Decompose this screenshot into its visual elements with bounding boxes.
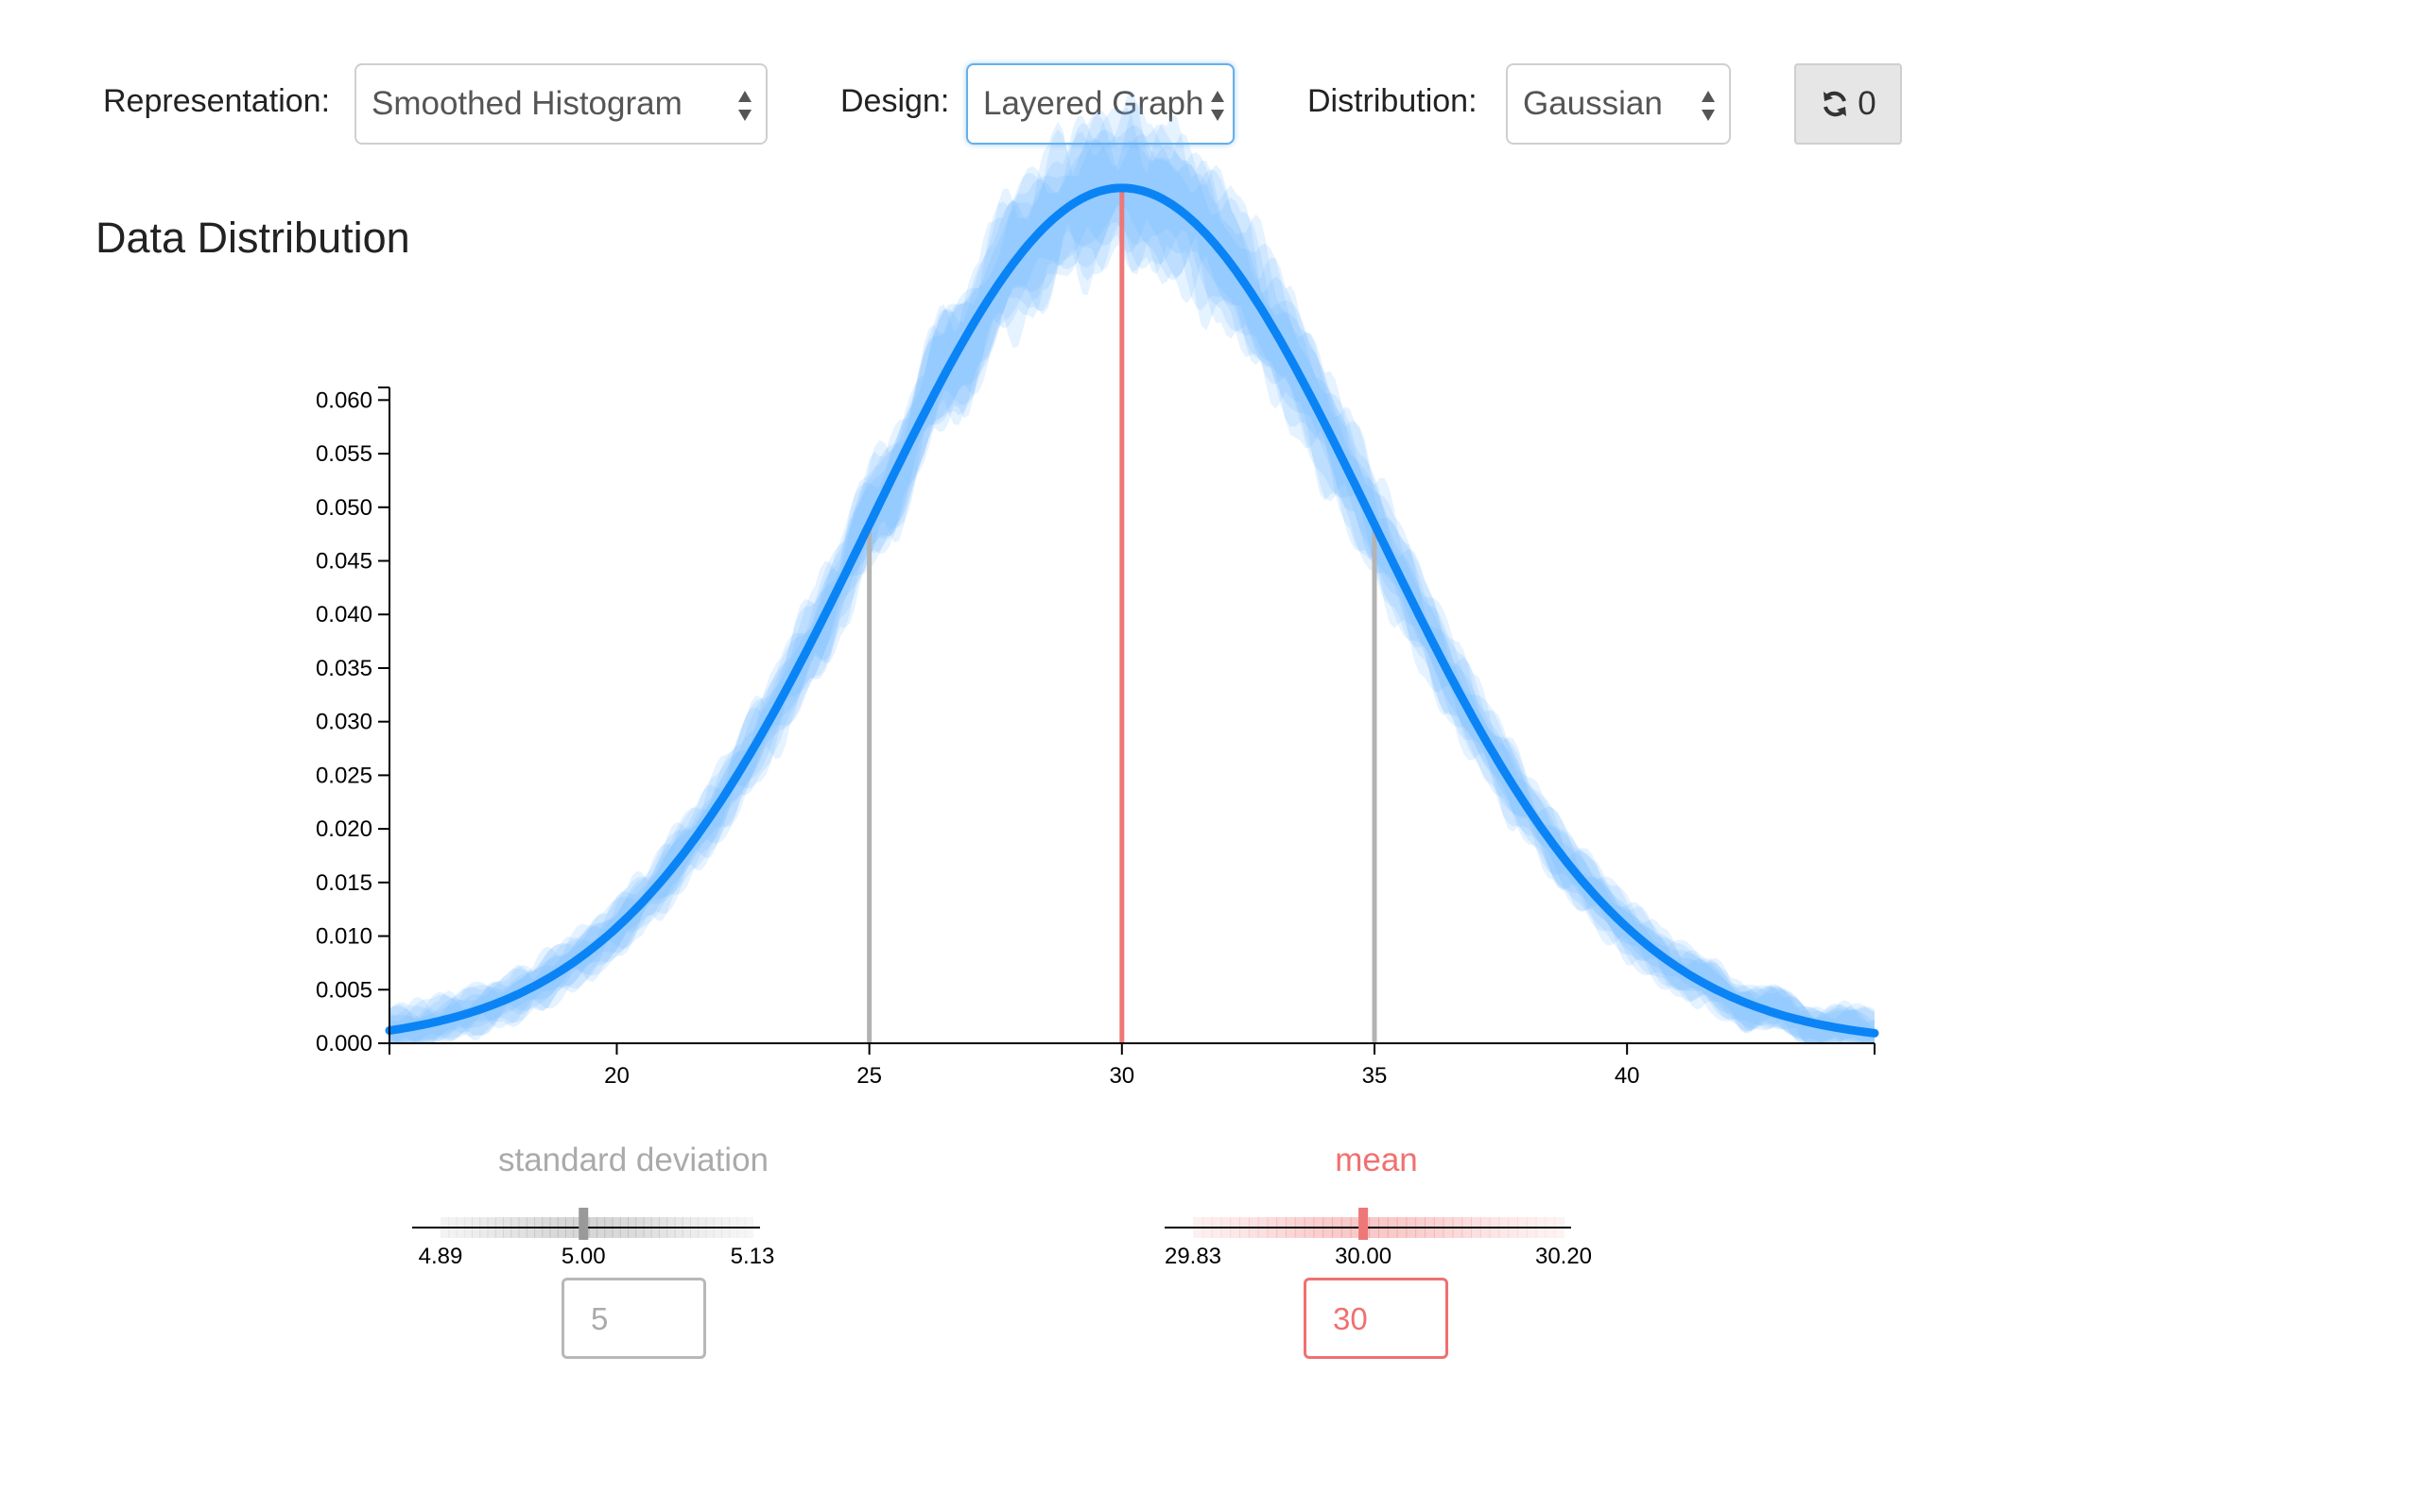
- axes: 20 25 30 35 40 0.000 0.005 0.010 0.015 0.020 0.025…: [316, 387, 1876, 1089]
- select-arrows-icon: [1211, 91, 1224, 121]
- y-tick-label: 0.060: [316, 387, 372, 413]
- y-tick-label: 0.035: [316, 656, 372, 681]
- y-tick-label: 0.030: [316, 710, 372, 735]
- mean-handle: [1358, 1208, 1369, 1240]
- x-tick-label: 40: [1615, 1063, 1640, 1089]
- representation-label: Representation:: [103, 83, 331, 119]
- refresh-button[interactable]: 0: [1794, 63, 1902, 145]
- x-tick-label: 30: [1109, 1063, 1134, 1089]
- y-tick-label: 0.010: [316, 924, 372, 950]
- mean-label: mean: [1335, 1142, 1418, 1178]
- sd-label: standard deviation: [497, 1142, 769, 1178]
- distribution-select[interactable]: Gaussian: [1506, 63, 1731, 145]
- y-tick-label: 0.025: [316, 763, 372, 788]
- section-title: Data Distribution: [95, 214, 410, 262]
- density-curve: [385, 183, 1879, 1038]
- layered-bands: [389, 91, 1875, 1044]
- mean-tick-label: 30.00: [1335, 1244, 1392, 1269]
- design-select[interactable]: Layered Graph: [966, 63, 1235, 145]
- sd-tick-label: 5.13: [731, 1244, 775, 1269]
- param-sliders: 4.89 5.00 5.13 29.83 30.00 30.20: [412, 1208, 1592, 1269]
- sd-tick-label: 5.00: [562, 1244, 606, 1269]
- mean-tick-label: 30.20: [1535, 1244, 1592, 1269]
- reference-lines: [867, 187, 1377, 1043]
- y-tick-label: 0.050: [316, 495, 372, 521]
- distribution-select-value: Gaussian: [1523, 85, 1663, 122]
- density-band: [389, 112, 1875, 1044]
- mean-tick-label: 29.83: [1165, 1244, 1221, 1269]
- sd-input[interactable]: 5: [562, 1278, 706, 1359]
- y-tick-label: 0.020: [316, 816, 372, 842]
- x-tick-label: 35: [1362, 1063, 1388, 1089]
- density-band: [389, 107, 1875, 1043]
- design-label: Design:: [840, 83, 950, 119]
- y-tick-label: 0.055: [316, 441, 372, 467]
- select-arrows-icon: [1702, 91, 1715, 121]
- x-tick-label: 25: [856, 1063, 882, 1089]
- y-tick-label: 0.000: [316, 1031, 372, 1057]
- y-tick-label: 0.045: [316, 549, 372, 575]
- select-arrows-icon: [738, 91, 752, 121]
- representation-select-value: Smoothed Histogram: [372, 85, 683, 122]
- y-tick-label: 0.005: [316, 977, 372, 1003]
- representation-select[interactable]: Smoothed Histogram: [354, 63, 768, 145]
- y-tick-label: 0.040: [316, 602, 372, 627]
- y-tick-label: 0.015: [316, 870, 372, 896]
- design-select-value: Layered Graph: [983, 85, 1204, 122]
- distribution-label: Distribution:: [1307, 83, 1478, 119]
- x-tick-label: 20: [604, 1063, 630, 1089]
- refresh-icon: [1824, 91, 1847, 117]
- mean-input[interactable]: 30: [1304, 1278, 1448, 1359]
- sd-tick-label: 4.89: [419, 1244, 463, 1269]
- refresh-count: 0: [1858, 85, 1876, 122]
- sd-handle: [579, 1208, 589, 1240]
